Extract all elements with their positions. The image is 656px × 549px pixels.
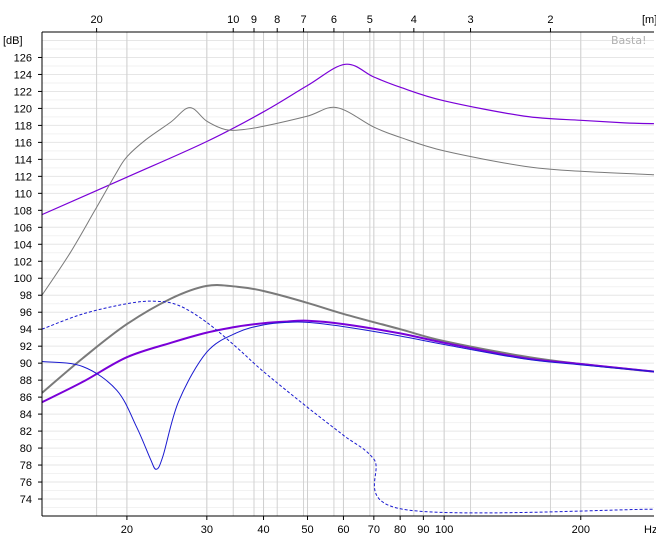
top-tick-label: 6 (331, 14, 337, 26)
top-axis-label: [m] (642, 14, 656, 26)
series-line-6 (42, 300, 654, 514)
tick-labels: 7476788082848688909294969810010210410610… (14, 14, 590, 536)
y-tick-label: 100 (14, 273, 32, 285)
y-tick-label: 86 (20, 392, 32, 404)
y-tick-label: 90 (20, 358, 32, 370)
y-tick-label: 78 (20, 460, 32, 472)
x-tick-label: 70 (368, 524, 380, 536)
y-tick-label: 114 (14, 154, 32, 166)
axes (38, 28, 654, 520)
y-tick-label: 118 (14, 120, 32, 132)
top-tick-label: 20 (90, 14, 102, 26)
x-tick-label: 30 (201, 524, 213, 536)
y-tick-label: 82 (20, 426, 32, 438)
grid-lines (42, 31, 654, 517)
x-tick-label: 40 (257, 524, 269, 536)
y-tick-label: 94 (20, 324, 32, 336)
series-line-4 (42, 319, 654, 404)
y-tick-label: 96 (20, 307, 32, 319)
x-tick-label: 80 (394, 524, 406, 536)
top-tick-label: 8 (274, 14, 280, 26)
data-series (42, 63, 654, 514)
y-tick-label: 122 (14, 86, 32, 98)
top-tick-label: 7 (300, 14, 306, 26)
x-tick-label: 50 (301, 524, 313, 536)
top-tick-label: 4 (411, 14, 417, 26)
y-tick-label: 104 (14, 239, 32, 251)
x-tick-label: 200 (572, 524, 590, 536)
y-tick-label: 84 (20, 409, 32, 421)
top-tick-label: 5 (367, 14, 373, 26)
series-line-1 (42, 63, 654, 216)
top-tick-label: 3 (467, 14, 473, 26)
y-tick-label: 98 (20, 290, 32, 302)
series-line-2 (42, 106, 654, 296)
top-tick-label: 10 (227, 14, 239, 26)
x-axis-label: Hz (644, 524, 656, 536)
y-tick-label: 88 (20, 375, 32, 387)
y-tick-label: 124 (14, 69, 32, 81)
y-tick-label: 102 (14, 256, 32, 268)
x-tick-label: 20 (121, 524, 133, 536)
watermark: Basta! (611, 34, 646, 47)
y-tick-label: 108 (14, 205, 32, 217)
y-tick-label: 76 (20, 477, 32, 489)
y-tick-label: 126 (14, 52, 32, 64)
top-tick-label: 2 (547, 14, 553, 26)
y-tick-label: 112 (14, 171, 32, 183)
y-tick-label: 106 (14, 222, 32, 234)
y-tick-label: 116 (14, 137, 32, 149)
x-tick-label: 100 (435, 524, 453, 536)
y-tick-label: 110 (14, 188, 32, 200)
top-tick-label: 9 (251, 14, 257, 26)
y-tick-label: 120 (14, 103, 32, 115)
y-axis-label: [dB] (3, 35, 23, 47)
series-line-5 (42, 321, 654, 470)
y-tick-label: 80 (20, 443, 32, 455)
x-tick-label: 90 (417, 524, 429, 536)
y-tick-label: 74 (20, 494, 32, 506)
x-tick-label: 60 (337, 524, 349, 536)
y-tick-label: 92 (20, 341, 32, 353)
series-line-3 (42, 284, 654, 394)
